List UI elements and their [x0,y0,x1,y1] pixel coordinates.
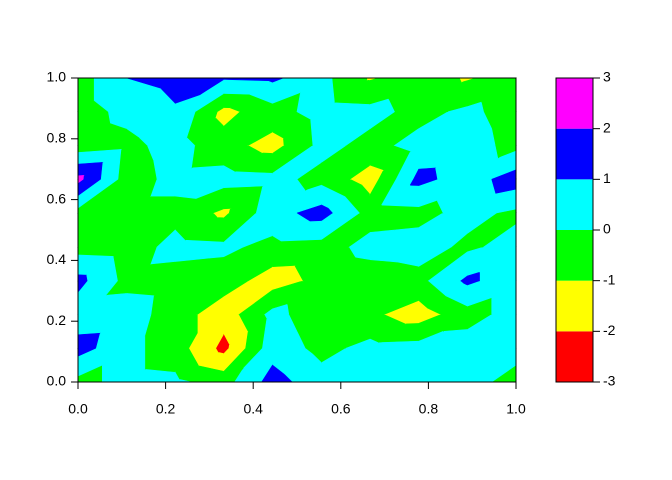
color-key-label: 3 [603,69,611,85]
y-tick-label: 0.6 [47,190,67,206]
contour-band [467,101,482,113]
x-tick-label: 1.0 [506,401,526,417]
contour-band [418,167,437,180]
y-tick-label: 0.0 [47,373,67,389]
color-key-label: 0 [603,221,611,237]
contour-band [321,204,329,214]
contour-band [272,304,288,316]
plot-border [77,77,517,383]
contour-band [126,293,155,316]
contour-band [418,331,444,349]
contour-band [174,229,186,248]
color-key-swatch [556,128,593,180]
x-tick-label: 0.0 [68,401,88,417]
y-tick-label: 0.8 [47,130,67,146]
x-tick-label: 0.8 [419,401,439,417]
contour-band [369,229,396,248]
color-key-label: -2 [603,322,616,338]
color-key-swatch [556,331,593,382]
color-key [556,78,593,382]
color-key-swatch [556,179,593,230]
x-tick-label: 0.4 [243,401,263,417]
color-key-swatch [556,280,593,332]
color-key-label: 2 [603,119,611,135]
color-key-swatch [556,78,593,129]
contour-band [174,371,180,383]
contour-band [272,364,285,383]
color-key-label: -3 [603,373,616,389]
y-tick-label: 0.2 [47,312,67,328]
contour-band [223,165,236,180]
contour-band [369,338,379,349]
contour-band [369,98,389,113]
color-key-label: 1 [603,170,611,186]
contour-band [467,272,480,282]
plot-area [77,77,517,383]
color-key-label: -1 [603,271,616,287]
x-tick-label: 0.2 [156,401,176,417]
axes: 0.0 0.2 0.4 0.6 0.8 1.0 0.0 0.2 0.4 0.6 0.8 1.0 -3 -2… [47,69,616,417]
y-tick-label: 1.0 [47,69,67,85]
color-key-swatch [556,230,593,281]
x-tick-label: 0.6 [331,401,351,417]
y-tick-label: 0.4 [47,251,67,267]
